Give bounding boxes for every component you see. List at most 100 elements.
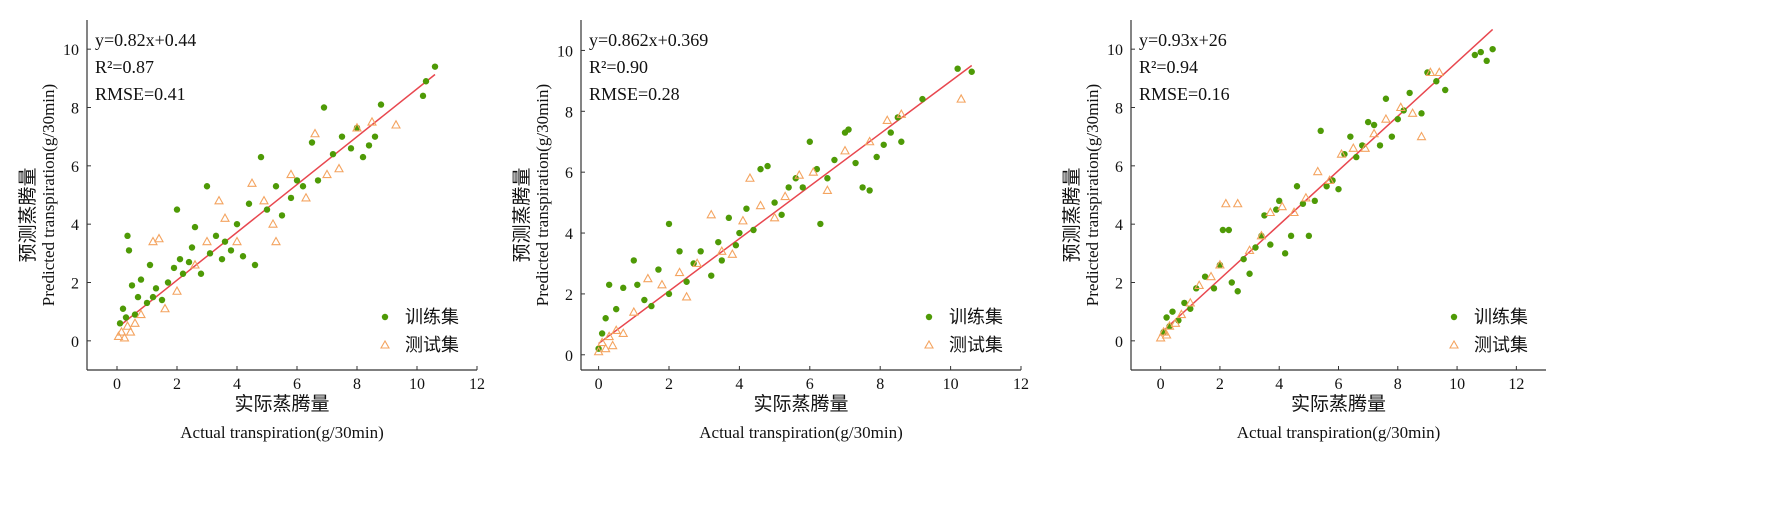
test-point [1312, 166, 1323, 176]
test-point [882, 115, 893, 124]
x-tick-label: 8 [353, 376, 361, 393]
y-tick-label: 2 [71, 276, 79, 293]
train-point [1273, 206, 1280, 213]
x-tick-label: 2 [1216, 376, 1224, 393]
train-point [715, 238, 722, 246]
train-point [143, 299, 151, 307]
train-point [1299, 200, 1307, 207]
r2-label: R²=0.90 [589, 57, 648, 77]
train-point [124, 232, 131, 240]
test-point [1416, 131, 1427, 141]
test-point [896, 109, 907, 118]
rmse-label: RMSE=0.28 [589, 84, 680, 104]
train-point [158, 296, 166, 304]
test-point [136, 309, 146, 319]
test-series [113, 116, 401, 342]
legend-label-train: 训练集 [1474, 307, 1528, 327]
legend-marker-train [1450, 313, 1458, 321]
test-point [755, 200, 766, 210]
train-point [1163, 314, 1170, 321]
test-series [1155, 67, 1445, 342]
train-point [866, 187, 873, 194]
train-point [1347, 133, 1354, 140]
train-point [634, 281, 641, 288]
train-point [1353, 153, 1360, 161]
train-point [1169, 308, 1176, 315]
y-axis-title-en: Predicted transpiration(g/30min) [39, 84, 58, 306]
train-point [1418, 110, 1425, 117]
fit-line [119, 73, 436, 327]
test-point [1214, 259, 1225, 269]
train-point [338, 133, 346, 140]
train-point [197, 270, 205, 277]
train-point [968, 68, 975, 75]
test-point [1170, 318, 1181, 327]
train-point [359, 153, 367, 161]
train-point [203, 183, 211, 190]
train-point [419, 92, 427, 100]
y-tick-label: 8 [565, 104, 573, 121]
train-point [320, 104, 328, 111]
y-tick-label: 10 [1107, 42, 1123, 59]
x-tick-label: 0 [595, 376, 603, 393]
train-point [227, 247, 235, 254]
test-point [604, 331, 615, 341]
legend-label-train: 训练集 [949, 307, 1003, 327]
train-point [1246, 270, 1253, 277]
train-point [1394, 115, 1401, 123]
y-tick-label: 0 [565, 348, 573, 365]
test-point [310, 128, 320, 138]
y-tick-label: 4 [71, 217, 79, 234]
test-point [1289, 207, 1299, 217]
test-point [745, 172, 755, 182]
train-point [164, 279, 172, 286]
test-point [367, 116, 377, 126]
test-point [1244, 245, 1255, 254]
x-tick-label: 0 [1157, 376, 1165, 393]
test-point [268, 218, 278, 228]
train-point [1287, 232, 1295, 240]
train-point [1228, 279, 1235, 286]
train-point [845, 126, 852, 133]
train-point [179, 270, 187, 277]
x-tick-label: 4 [1275, 376, 1283, 393]
train-point [1406, 89, 1413, 97]
x-tick-label: 10 [409, 376, 425, 393]
train-point [799, 184, 806, 191]
test-point [286, 169, 296, 179]
test-point [154, 233, 164, 243]
train-point [1261, 212, 1268, 219]
train-point [122, 314, 130, 321]
test-point [113, 331, 124, 341]
train-point [852, 159, 859, 167]
train-point [785, 184, 792, 191]
legend-marker-train [381, 313, 389, 321]
train-point [137, 276, 145, 283]
test-point [1425, 67, 1436, 77]
train-point [218, 255, 226, 263]
y-tick-label: 0 [1115, 334, 1123, 351]
test-point [1232, 198, 1243, 208]
train-point [771, 199, 778, 206]
train-point [919, 95, 926, 103]
test-point [271, 236, 281, 246]
train-point [422, 78, 430, 85]
train-point [287, 194, 295, 202]
x-tick-label: 2 [665, 376, 673, 393]
y-tick-label: 6 [565, 165, 573, 182]
test-point [125, 326, 136, 336]
test-point [301, 192, 311, 202]
y-tick-label: 8 [1115, 101, 1123, 118]
test-point [808, 166, 819, 176]
panel-1-chart: 0 2 4 6 8 10 12 0 2 4 6 8 10 实际蒸腾量 Actual transpiratio… [17, 20, 485, 442]
train-point [743, 205, 750, 212]
legend-marker-test [1449, 339, 1459, 349]
train-point [371, 133, 379, 140]
train-point [125, 247, 133, 254]
test-point [1220, 198, 1231, 208]
test-point [657, 279, 667, 289]
train-point [732, 242, 740, 249]
test-point [247, 178, 257, 187]
train-point [272, 183, 280, 190]
y-tick-label: 10 [63, 42, 79, 59]
